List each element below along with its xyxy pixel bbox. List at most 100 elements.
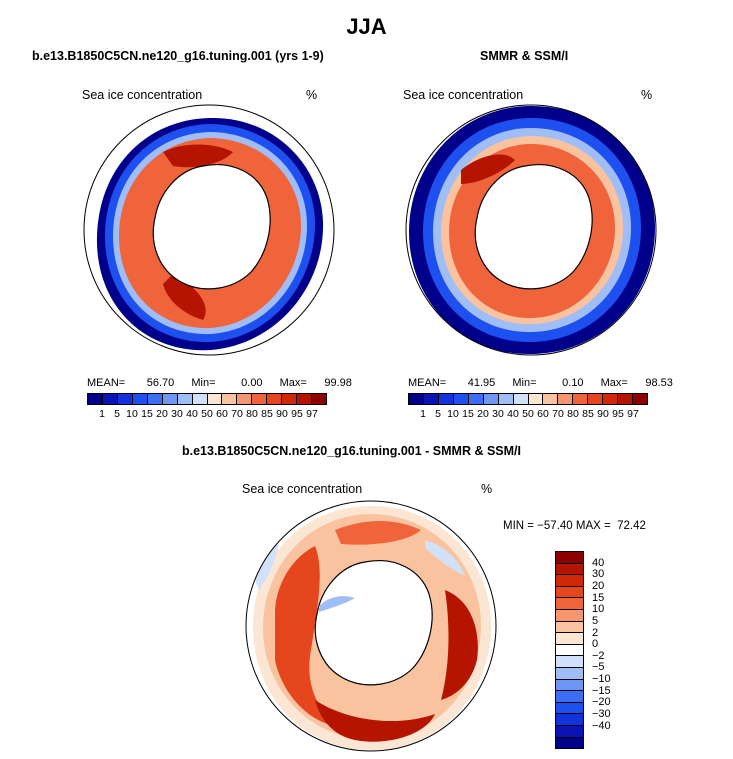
colorbar-swatch: [618, 394, 634, 404]
colorbar-swatch: [237, 394, 253, 404]
colorbar-swatch: [192, 394, 208, 404]
model-colorbar-labels: 1 5 10 15 20 30 40 50 60 70 80 85 90 95 97: [87, 408, 327, 422]
colorbar-tick-label: 85: [261, 408, 273, 420]
diff-colorbar: [555, 551, 584, 749]
colorbar-swatch: [556, 737, 583, 749]
colorbar-swatch: [556, 621, 583, 634]
obs-polar-map: [405, 104, 657, 356]
colorbar-swatch: [556, 725, 583, 738]
colorbar-tick-label: 97: [627, 408, 639, 420]
diff-variable-label: Sea ice concentration: [242, 482, 363, 496]
colorbar-tick-label: 70: [231, 408, 243, 420]
colorbar-swatch: [556, 644, 583, 657]
colorbar-tick-label: 80: [246, 408, 258, 420]
colorbar-tick-label: 30: [171, 408, 183, 420]
colorbar-swatch: [556, 691, 583, 703]
colorbar-swatch: [556, 598, 583, 610]
diff-colorbar-labels: 40 30 20 15 10 5 2 0 −2 −5 −10 −15 −20 −30 −40: [592, 551, 632, 749]
colorbar-swatch: [147, 394, 163, 404]
colorbar-tick-label: 70: [552, 408, 564, 420]
colorbar-swatch: [588, 394, 604, 404]
colorbar-tick-label: 5: [435, 408, 441, 420]
colorbar-swatch: [207, 394, 223, 404]
colorbar-swatch: [498, 394, 514, 404]
colorbar-swatch: [132, 394, 148, 404]
colorbar-tick-label: 10: [592, 603, 605, 616]
model-unit-label: %: [306, 88, 318, 102]
colorbar-tick-label: 5: [592, 614, 599, 627]
obs-unit-label: %: [641, 88, 653, 102]
colorbar-swatch: [556, 656, 583, 668]
colorbar-tick-label: 85: [582, 408, 594, 420]
colorbar-swatch: [438, 394, 454, 404]
model-max-label: Max=: [279, 377, 307, 389]
colorbar-tick-label: 30: [592, 568, 605, 581]
colorbar-tick-label: 97: [306, 408, 318, 420]
colorbar-swatch: [603, 394, 619, 404]
colorbar-tick-label: 0: [592, 638, 599, 651]
colorbar-swatch: [573, 394, 589, 404]
colorbar-swatch: [423, 394, 439, 404]
obs-colorbar-labels: 1 5 10 15 20 30 40 50 60 70 80 85 90 95 97: [408, 408, 648, 422]
colorbar-swatch: [556, 563, 583, 576]
colorbar-tick-label: 20: [156, 408, 168, 420]
colorbar-tick-label: 15: [141, 408, 153, 420]
colorbar-swatch: [556, 633, 583, 645]
colorbar-tick-label: −10: [592, 673, 611, 686]
obs-max-value: 98.53: [645, 377, 673, 389]
page-title: JJA: [346, 14, 387, 39]
obs-min-label: Min=: [512, 377, 537, 389]
colorbar-swatch: [543, 394, 559, 404]
colorbar-swatch: [633, 394, 647, 404]
colorbar-swatch: [267, 394, 283, 404]
colorbar-swatch: [297, 394, 313, 404]
model-min-label: Min=: [191, 377, 216, 389]
colorbar-swatch: [556, 702, 583, 715]
colorbar-swatch: [556, 609, 583, 622]
diff-minmax: MIN = −57.40 MAX = 72.42: [503, 520, 646, 532]
colorbar-swatch: [556, 714, 583, 726]
colorbar-tick-label: −5: [592, 661, 605, 674]
colorbar-tick-label: 40: [507, 408, 519, 420]
colorbar-tick-label: 1: [99, 408, 105, 420]
colorbar-tick-label: 90: [276, 408, 288, 420]
colorbar-tick-label: 1: [420, 408, 426, 420]
colorbar-swatch: [453, 394, 469, 404]
colorbar-swatch: [556, 552, 583, 564]
colorbar-tick-label: 50: [201, 408, 213, 420]
model-variable-label: Sea ice concentration: [82, 88, 203, 102]
colorbar-tick-label: −40: [592, 719, 611, 732]
colorbar-swatch: [117, 394, 133, 404]
colorbar-tick-label: 30: [492, 408, 504, 420]
obs-colorbar: [408, 393, 648, 405]
colorbar-tick-label: 20: [592, 579, 605, 592]
colorbar-swatch: [162, 394, 178, 404]
colorbar-swatch: [312, 394, 326, 404]
model-mean-value: 56.70: [146, 377, 175, 389]
colorbar-swatch: [528, 394, 544, 404]
colorbar-tick-label: 20: [477, 408, 489, 420]
obs-max-label: Max=: [600, 377, 628, 389]
colorbar-tick-label: −2: [592, 649, 605, 662]
colorbar-tick-label: 2: [592, 626, 599, 639]
colorbar-tick-label: 95: [291, 408, 303, 420]
diff-polar-map: [245, 500, 497, 752]
model-max-value: 99.98: [324, 377, 352, 389]
colorbar-tick-label: 15: [592, 591, 605, 604]
model-stats: MEAN= 56.70 Min= 0.00 Max= 99.98: [87, 377, 352, 389]
colorbar-swatch: [409, 394, 424, 404]
colorbar-swatch: [88, 394, 103, 404]
diff-unit-label: %: [481, 482, 493, 496]
colorbar-tick-label: 90: [597, 408, 609, 420]
obs-mean-label: MEAN=: [408, 377, 447, 389]
obs-variable-label: Sea ice concentration: [403, 88, 524, 102]
colorbar-swatch: [513, 394, 529, 404]
colorbar-tick-label: 80: [567, 408, 579, 420]
obs-mean-value: 41.95: [467, 377, 496, 389]
colorbar-tick-label: 10: [126, 408, 138, 420]
colorbar-tick-label: 5: [114, 408, 120, 420]
colorbar-swatch: [102, 394, 118, 404]
model-polar-map: [83, 104, 335, 356]
colorbar-tick-label: −20: [592, 696, 611, 709]
model-mean-label: MEAN=: [87, 377, 126, 389]
